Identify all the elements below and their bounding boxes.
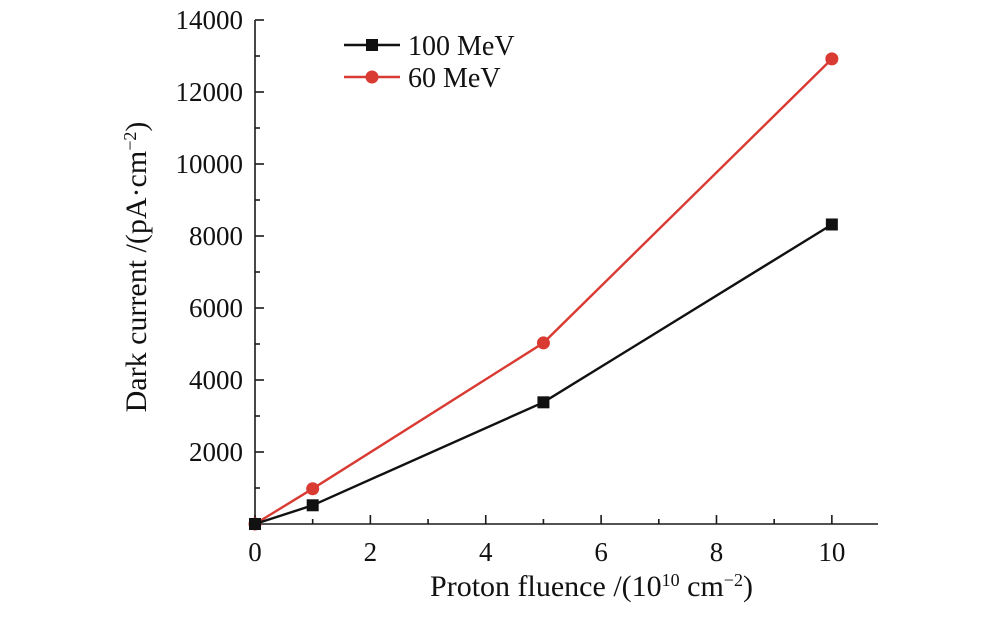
data-point <box>537 396 550 409</box>
x-axis-label-sup: 10 <box>662 570 680 590</box>
data-point <box>536 336 550 350</box>
y-tick-label: 12000 <box>176 77 244 107</box>
x-tick-label: 0 <box>248 537 262 567</box>
series-layer <box>248 52 839 531</box>
x-tick-label: 8 <box>710 537 724 567</box>
y-tick-label: 4000 <box>189 365 243 395</box>
legend-entry: 60 MeV <box>344 63 501 94</box>
series-100-mev <box>249 218 838 530</box>
ticks: 2000 4000 6000 8000 10000 12000 14000 0 2 4 6 8 10 <box>176 5 846 567</box>
legend-marker <box>366 39 378 51</box>
axes <box>254 20 878 525</box>
legend-entry: 100 MeV <box>344 31 515 62</box>
x-axis-label: Proton fluence /(1010 cm−2) <box>430 570 753 603</box>
data-point <box>825 218 838 231</box>
x-tick-label: 10 <box>818 537 845 567</box>
y-axis-label-sup: −2 <box>120 132 140 151</box>
y-tick-label: 14000 <box>176 5 244 35</box>
series-60-mev <box>248 52 839 531</box>
x-tick-label: 2 <box>364 537 378 567</box>
y-axis-label: Dark current /(pA·cm−2) <box>120 122 153 413</box>
data-point <box>306 499 319 512</box>
y-axis-label-close: ) <box>120 122 153 132</box>
x-axis-label-unit-sup: −2 <box>724 570 743 590</box>
legend-label: 100 MeV <box>408 31 515 62</box>
legend-marker <box>365 70 379 84</box>
y-tick-label: 8000 <box>189 221 243 251</box>
y-tick-label: 10000 <box>176 149 244 179</box>
series-line <box>254 223 833 526</box>
x-tick-label: 4 <box>479 537 493 567</box>
x-axis-label-close: ) <box>743 570 753 603</box>
y-tick-label: 6000 <box>189 293 243 323</box>
series-line <box>254 58 833 526</box>
x-axis-label-unit: cm <box>680 570 724 603</box>
y-tick-label: 2000 <box>189 437 243 467</box>
data-point <box>249 518 261 530</box>
x-tick-label: 6 <box>594 537 608 567</box>
data-point <box>306 482 320 496</box>
y-axis-label-main: Dark current /(pA·cm <box>120 151 153 413</box>
legend-label: 60 MeV <box>408 63 501 94</box>
data-point <box>825 52 839 66</box>
x-axis-label-main: Proton fluence /(10 <box>430 570 662 603</box>
